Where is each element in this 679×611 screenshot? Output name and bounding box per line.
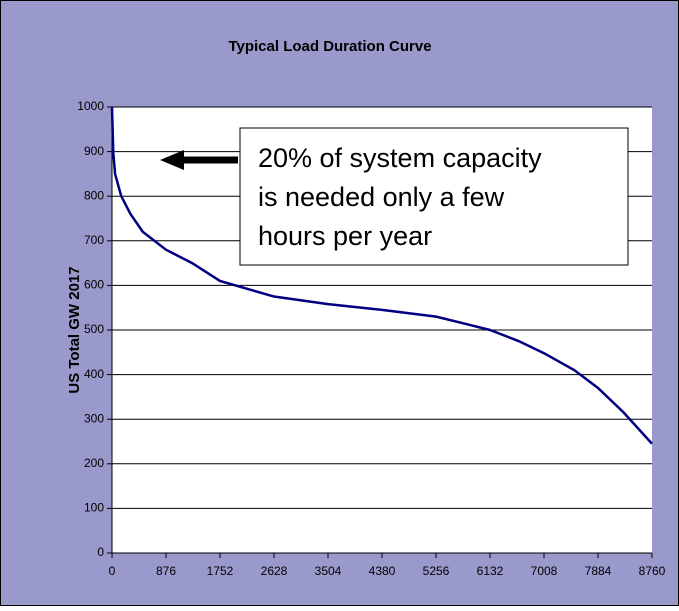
arrow-head — [160, 150, 184, 170]
y-tick-label: 700 — [84, 233, 104, 247]
y-tick-label: 0 — [97, 545, 104, 559]
x-tick-label: 3504 — [315, 564, 342, 578]
annotation-box — [239, 127, 629, 266]
x-tick-label: 6132 — [477, 564, 504, 578]
y-tick-label: 300 — [84, 411, 104, 425]
x-tick-label: 1752 — [207, 564, 234, 578]
x-tick-label: 7884 — [585, 564, 612, 578]
y-axis-label: US Total GW 2017 — [66, 266, 83, 393]
y-tick-label: 900 — [84, 144, 104, 158]
x-tick-label: 876 — [156, 564, 176, 578]
data-line — [110, 106, 653, 445]
x-tick-label: 8760 — [639, 564, 666, 578]
y-tick-label: 1000 — [77, 99, 104, 113]
x-tick-label: 2628 — [261, 564, 288, 578]
x-tick-label: 7008 — [531, 564, 558, 578]
annotation-text: is needed only a few — [258, 182, 505, 212]
x-tick-label: 5256 — [423, 564, 450, 578]
x-tick-label: 4380 — [369, 564, 396, 578]
annotation-text: 20% of system capacity — [258, 143, 542, 173]
y-tick-label: 800 — [84, 188, 104, 202]
y-tick-label: 100 — [84, 501, 104, 515]
y-tick-label: 200 — [84, 456, 104, 470]
y-tick-label: 400 — [84, 367, 104, 381]
x-tick-label: 0 — [109, 564, 116, 578]
y-tick-label: 500 — [84, 322, 104, 336]
annotation-text: hours per year — [258, 221, 432, 251]
chart-title: Typical Load Duration Curve — [228, 38, 431, 55]
y-tick-label: 600 — [84, 278, 104, 292]
